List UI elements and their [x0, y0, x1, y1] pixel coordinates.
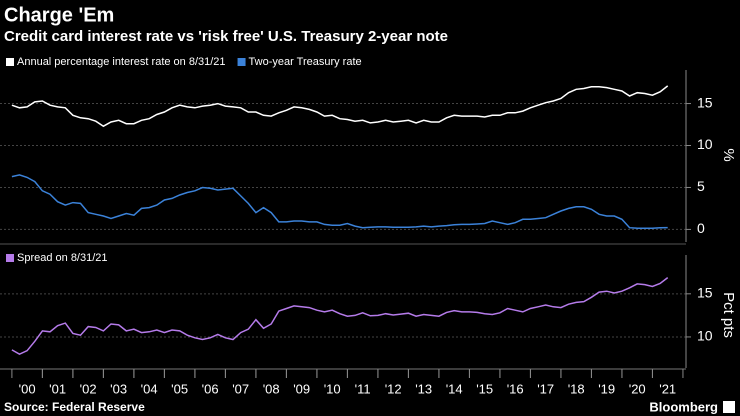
legend-swatch	[237, 58, 246, 66]
x-tick-label: '17	[537, 381, 554, 396]
legend-label: Two-year Treasury rate	[249, 56, 362, 68]
legend-swatch	[6, 58, 14, 66]
brand-icon	[723, 401, 735, 413]
y-axis-label: %	[720, 148, 737, 161]
legend-label: Annual percentage interest rate on 8/31/…	[17, 56, 226, 68]
x-tick-label: '21	[659, 381, 676, 396]
y-axis-label: Pct pts	[720, 292, 737, 338]
y-tick-label: 10	[697, 136, 713, 152]
x-tick-label: '12	[385, 381, 402, 396]
legend-swatch	[6, 254, 14, 262]
title: Charge 'Em	[4, 4, 114, 26]
series-line	[11, 174, 668, 230]
x-tick-label: '02	[80, 381, 97, 396]
x-tick-label: '19	[598, 381, 615, 396]
x-tick-label: '04	[141, 381, 158, 396]
y-tick-label: 15	[697, 94, 713, 110]
series-line	[11, 85, 669, 128]
y-tick-label: 15	[697, 285, 713, 301]
legend-label: Spread on 8/31/21	[17, 252, 108, 264]
x-tick-label: '13	[415, 381, 432, 396]
x-tick-label: '01	[49, 381, 66, 396]
x-tick-label: '06	[202, 381, 219, 396]
series-line	[11, 277, 669, 356]
y-tick-label: 10	[697, 328, 713, 344]
x-tick-label: '05	[171, 381, 188, 396]
y-tick-label: 5	[697, 178, 705, 194]
source: Source: Federal Reserve	[4, 400, 145, 414]
x-tick-label: '11	[355, 381, 371, 396]
x-tick-label: '03	[110, 381, 127, 396]
brand: Bloomberg	[649, 399, 718, 414]
x-tick-label: '20	[629, 381, 646, 396]
x-tick-label: '15	[476, 381, 493, 396]
x-tick-label: '14	[446, 381, 463, 396]
y-tick-label: 0	[697, 220, 705, 236]
x-tick-label: '00	[19, 381, 36, 396]
subtitle: Credit card interest rate vs 'risk free'…	[4, 28, 448, 45]
x-tick-label: '09	[293, 381, 310, 396]
x-tick-label: '18	[568, 381, 585, 396]
x-tick-label: '10	[324, 381, 341, 396]
x-tick-label: '16	[507, 381, 524, 396]
x-tick-label: '07	[232, 381, 249, 396]
x-tick-label: '08	[263, 381, 280, 396]
